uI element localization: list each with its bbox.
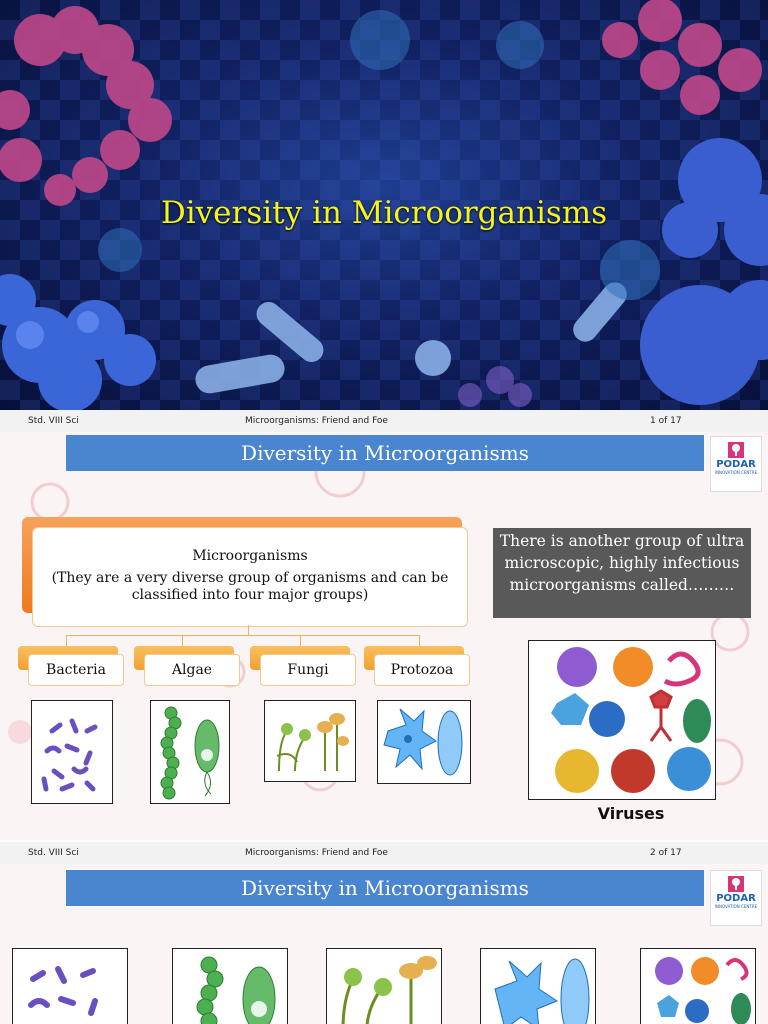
microbe-illustration: [0, 0, 768, 410]
content-slide: Diversity in Microorganisms PODAR INNOVA…: [0, 432, 768, 840]
microorganisms-description: (They are a very diverse group of organi…: [51, 570, 449, 603]
podar-logo: PODAR INNOVATION CENTRE: [710, 436, 762, 492]
group-label: Fungi: [260, 654, 356, 686]
slide-title-bar: Diversity in Microorganisms: [66, 435, 704, 471]
group-label: Bacteria: [28, 654, 124, 686]
fungi-image: [264, 700, 356, 782]
connector-line: [300, 635, 301, 647]
title-slide: Diversity in Microorganisms: [0, 0, 768, 410]
logo-brand: PODAR: [716, 459, 756, 470]
footer-page-number: 1 of 17: [650, 416, 682, 426]
viruses-label: Viruses: [597, 804, 665, 823]
connector-line: [66, 635, 420, 648]
protozoa-image: [377, 700, 471, 784]
group-bacteria: Bacteria: [18, 646, 124, 686]
footer-topic: Microorganisms: Friend and Foe: [245, 848, 388, 858]
microorganisms-heading: Microorganisms: [192, 548, 308, 564]
bacteria-image: [31, 700, 113, 804]
logo-subtitle: INNOVATION CENTRE: [714, 904, 758, 909]
content-slide-partial: Diversity in Microorganisms PODAR INNOVA…: [0, 864, 768, 1024]
protozoa-image: [480, 948, 596, 1024]
microorganisms-box: Microorganisms (They are a very diverse …: [32, 527, 468, 627]
footer-page-number: 2 of 17: [650, 848, 682, 858]
fungi-image: [326, 948, 442, 1024]
podar-logo: PODAR INNOVATION CENTRE: [710, 870, 762, 926]
group-protozoa: Protozoa: [364, 646, 470, 686]
viruses-image: [640, 948, 756, 1024]
slide-footer: Std. VIII Sci Microorganisms: Friend and…: [0, 842, 768, 864]
bacteria-image: [12, 948, 128, 1024]
slide-title-bar: Diversity in Microorganisms: [66, 870, 704, 906]
tree-icon: [728, 876, 744, 892]
connector-line: [182, 635, 183, 647]
algae-image: [150, 700, 230, 804]
tree-icon: [728, 442, 744, 458]
connector-line: [248, 625, 249, 635]
footer-topic: Microorganisms: Friend and Foe: [245, 416, 388, 426]
slide-footer: Std. VIII Sci Microorganisms: Friend and…: [0, 410, 768, 432]
group-label: Protozoa: [374, 654, 470, 686]
algae-image: [172, 948, 288, 1024]
virus-question-box: There is another group of ultra microsco…: [493, 528, 751, 618]
viruses-image: [528, 640, 716, 800]
group-label: Algae: [144, 654, 240, 686]
slide-title: Diversity in Microorganisms: [160, 195, 608, 231]
group-algae: Algae: [134, 646, 240, 686]
group-fungi: Fungi: [250, 646, 356, 686]
logo-brand: PODAR: [716, 893, 756, 904]
logo-subtitle: INNOVATION CENTRE: [714, 470, 758, 475]
footer-standard: Std. VIII Sci: [28, 848, 79, 858]
footer-standard: Std. VIII Sci: [28, 416, 79, 426]
